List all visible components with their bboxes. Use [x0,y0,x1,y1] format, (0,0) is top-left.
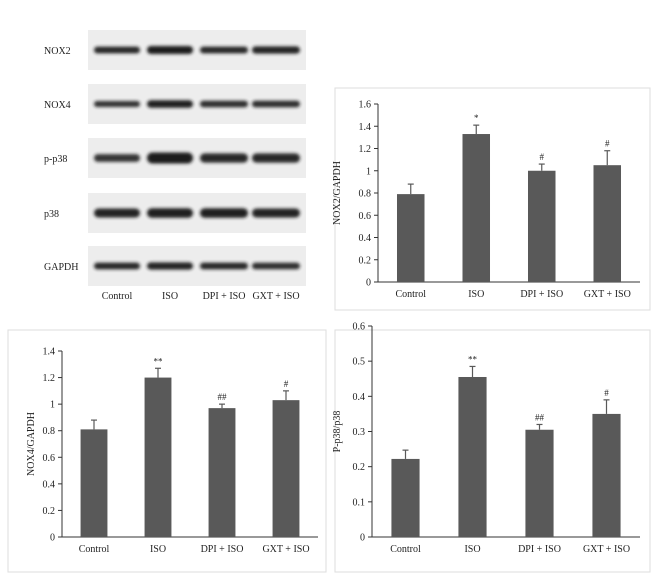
y-tick-label: 1.4 [359,122,372,133]
y-axis-label: NOX2/GAPDH [332,161,343,225]
chart-frame [7,329,327,573]
significance-label: ## [218,392,228,402]
x-tick-label: GXT + ISO [262,544,309,555]
y-tick-label: 0 [50,533,55,544]
y-tick-label: 0.4 [353,392,366,403]
blot-row-label-nox4: NOX4 [44,100,71,111]
y-axis-label: P-p38/p38 [332,411,343,453]
significance-label: # [605,139,610,149]
blot-band [200,153,248,163]
blot-band [94,154,140,162]
y-tick-label: 1.2 [43,373,56,384]
nox2-gapdh-chart: 0 0.2 0.4 0.6 0.8 1 1.2 1.4 1.6 NOX2/GAPDH Control… [332,87,651,311]
nox4-gapdh-chart: 0 0.2 0.4 0.6 0.8 1 1.2 1.4 NOX4/GAPDH Control ** I… [7,329,327,573]
y-tick-label: 1.6 [359,100,372,111]
blot-band [200,262,248,270]
y-tick-label: 0.8 [43,426,56,437]
blot-band [147,262,193,270]
bar-dpi-iso [525,429,554,537]
y-tick-label: 0 [366,278,371,289]
y-tick-label: 1 [50,400,55,411]
blot-band [94,208,140,218]
bar-iso [462,134,491,282]
bar-gxt-iso [272,400,300,537]
blot-row-label-nox2: NOX2 [44,46,71,57]
bar-dpi-iso [527,170,556,282]
blot-band [147,100,193,108]
y-tick-label: 0.6 [353,322,366,333]
y-tick-label: 0.4 [359,233,372,244]
x-tick-label: Control [79,544,110,555]
x-tick-label: DPI + ISO [518,544,561,555]
x-tick-label: ISO [464,544,480,555]
x-tick-label: ISO [150,544,166,555]
x-tick-label: Control [395,289,426,300]
blot-band [252,262,300,270]
bar-control [80,429,108,537]
x-tick-label: ISO [468,289,484,300]
y-tick-label: 0.5 [353,357,366,368]
y-tick-label: 0.2 [43,506,56,517]
bar-gxt-iso [593,165,622,282]
chart-frame [334,329,651,573]
blot-lane-label-gxt-iso: GXT + ISO [252,291,299,302]
pp38-p38-chart: 0 0.1 0.2 0.3 0.4 0.5 0.6 P-p38/p38 Control ** ISO… [332,322,651,573]
y-tick-label: 0 [360,533,365,544]
y-tick-label: 1.4 [43,347,56,358]
blot-band [200,208,248,218]
y-tick-label: 0.4 [43,479,56,490]
x-tick-label: GXT + ISO [583,544,630,555]
significance-label: ** [154,356,164,366]
x-tick-label: DPI + ISO [520,289,563,300]
bar-control [396,194,425,282]
blot-band [147,208,193,218]
y-tick-label: 0.2 [359,255,372,266]
y-tick-label: 1 [366,166,371,177]
y-tick-label: 0.2 [353,462,366,473]
x-tick-label: DPI + ISO [201,544,244,555]
bar-control [391,458,420,537]
significance-label: # [540,152,545,162]
blot-lane-label-control: Control [102,291,133,302]
blot-band [252,153,300,163]
blot-row-label-p38: p38 [44,209,59,220]
y-tick-label: 0.1 [353,497,366,508]
y-tick-label: 0.6 [359,211,372,222]
significance-label: ** [468,354,478,364]
y-tick-label: 0.8 [359,189,372,200]
x-tick-label: Control [390,544,421,555]
blot-band [252,46,300,54]
x-tick-label: GXT + ISO [584,289,631,300]
bar-dpi-iso [208,408,236,537]
blot-band [252,208,300,218]
bar-iso [458,376,487,537]
significance-label: ## [535,412,545,422]
blot-band [200,46,248,54]
blot-row-label-gapdh: GAPDH [44,262,78,273]
significance-label: # [284,379,289,389]
western-blot-panel: NOX2 NOX4 p-p38 p38 GAPDH Control ISO DPI + ISO… [44,30,306,302]
blot-band [147,46,193,54]
blot-row-label-p-p38: p-p38 [44,154,67,165]
blot-band [94,101,140,107]
blot-band [200,100,248,108]
blot-band [147,152,193,164]
y-tick-label: 0.6 [43,453,56,464]
y-axis-label: NOX4/GAPDH [26,412,37,476]
blot-lane-label-dpi-iso: DPI + ISO [203,291,246,302]
significance-label: # [604,388,609,398]
blot-band [94,46,140,54]
significance-label: * [474,113,479,123]
bar-iso [144,377,172,537]
chart-frame [334,87,651,311]
blot-band [94,262,140,270]
blot-band [252,100,300,108]
bar-gxt-iso [592,413,621,537]
blot-lane-label-iso: ISO [162,291,178,302]
y-tick-label: 0.3 [353,427,366,438]
y-tick-label: 1.2 [359,144,372,155]
